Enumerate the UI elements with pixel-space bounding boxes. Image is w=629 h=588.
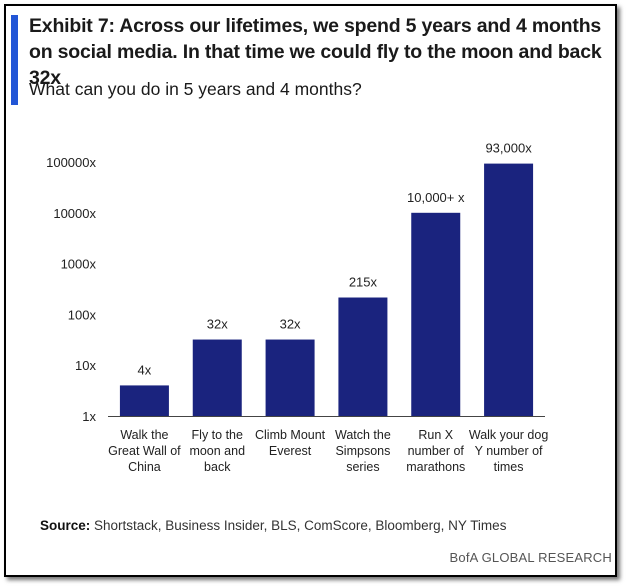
- brand-footer: BofA GLOBAL RESEARCH: [449, 550, 612, 565]
- category-label-line: series: [346, 460, 379, 474]
- category-label-line: Simpsons: [335, 444, 390, 458]
- category-label-line: Watch the: [335, 428, 391, 442]
- category-label-line: Great Wall of: [108, 444, 181, 458]
- y-tick-label-4: 10000x: [53, 206, 96, 221]
- category-label-line: Fly to the: [192, 428, 243, 442]
- category-label-line: Walk your dog: [469, 428, 548, 442]
- data-label-4: 10,000+ x: [407, 190, 465, 205]
- category-label-1: Fly to the moon and back: [189, 428, 245, 474]
- category-label-2: Climb Mount Everest: [255, 428, 326, 458]
- category-label-line: times: [494, 460, 524, 474]
- y-tick-label-3: 1000x: [61, 257, 97, 272]
- exhibit-subtitle: What can you do in 5 years and 4 months?: [29, 79, 362, 99]
- bar-1: [192, 339, 242, 416]
- bar-4: [411, 212, 461, 416]
- source-note: Source: Shortstack, Business Insider, BL…: [40, 518, 506, 533]
- exhibit-title: Exhibit 7: Across our lifetimes, we spen…: [29, 15, 602, 89]
- y-tick-label-0: 1x: [82, 409, 96, 424]
- bar-3: [338, 297, 388, 416]
- category-label-0: Walk the Great Wall of China: [108, 428, 181, 474]
- category-label-line: marathons: [406, 460, 465, 474]
- category-label-line: moon and: [189, 444, 245, 458]
- category-label-4: Run X number of marathons: [406, 428, 465, 474]
- data-label-2: 32x: [280, 317, 301, 332]
- category-label-line: Y number of: [475, 444, 543, 458]
- data-label-0: 4x: [138, 362, 152, 377]
- bar-2: [265, 339, 315, 416]
- data-label-1: 32x: [207, 317, 228, 332]
- y-tick-label-2: 100x: [68, 307, 97, 322]
- y-tick-label-1: 10x: [75, 358, 96, 373]
- category-label-line: Walk the: [120, 428, 168, 442]
- category-label-3: Watch the Simpsons series: [335, 428, 391, 474]
- data-label-3: 215x: [349, 275, 378, 290]
- category-label-5: Walk your dog Y number of times: [469, 428, 548, 474]
- y-tick-label-5: 100000x: [46, 155, 96, 170]
- bar-5: [484, 163, 534, 416]
- category-label-line: number of: [408, 444, 465, 458]
- category-label-line: China: [128, 460, 161, 474]
- category-label-line: Run X: [418, 428, 453, 442]
- bar-0: [119, 385, 169, 416]
- title-accent-bar: [11, 15, 18, 105]
- source-text: Shortstack, Business Insider, BLS, ComSc…: [90, 518, 507, 533]
- data-label-5: 93,000x: [485, 141, 532, 156]
- category-label-line: back: [204, 460, 231, 474]
- category-label-line: Everest: [269, 444, 312, 458]
- category-label-line: Climb Mount: [255, 428, 326, 442]
- source-label: Source:: [40, 518, 91, 533]
